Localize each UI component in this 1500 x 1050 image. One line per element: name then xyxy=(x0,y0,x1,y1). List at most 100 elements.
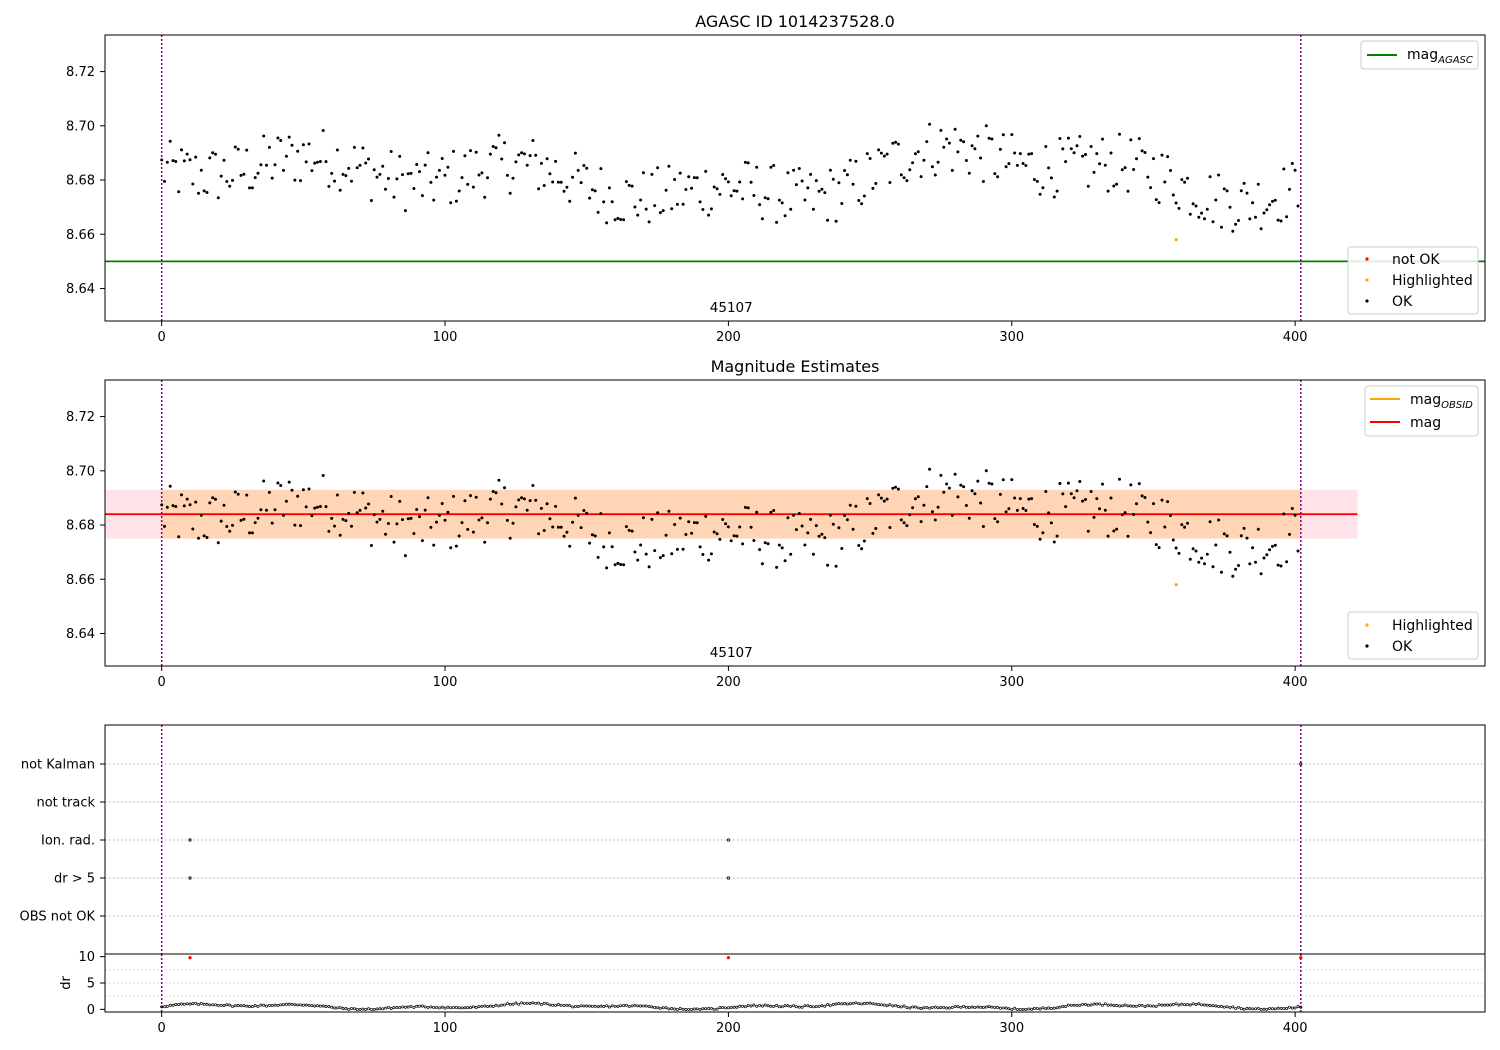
ok-point xyxy=(817,534,821,538)
dr-point xyxy=(970,1005,974,1009)
dr-point xyxy=(613,1004,617,1008)
dr-point xyxy=(905,1006,909,1010)
x-tick-label: 200 xyxy=(716,675,741,690)
ok-point xyxy=(211,151,215,155)
ok-point xyxy=(998,147,1002,151)
ok-point xyxy=(896,487,900,491)
ok-point xyxy=(1129,138,1133,142)
dr-point xyxy=(639,1004,643,1008)
ok-point xyxy=(1044,145,1048,148)
ok-point xyxy=(1169,514,1172,517)
panel4-dr-points xyxy=(160,956,1303,1011)
dr-point xyxy=(1061,1005,1065,1008)
y-tick-label: 8.72 xyxy=(66,410,95,425)
ok-point xyxy=(375,175,379,179)
ok-point xyxy=(721,518,725,521)
ok-point xyxy=(338,188,342,192)
dr-point xyxy=(936,1006,940,1010)
legend2-highlighted-label: Highlighted xyxy=(1392,618,1473,634)
dr-point xyxy=(794,1005,798,1009)
ok-point xyxy=(990,137,994,141)
ok-point xyxy=(811,552,815,556)
ok-point xyxy=(341,517,345,521)
ok-point xyxy=(1208,520,1212,524)
dr-point xyxy=(845,1002,849,1006)
ok-point xyxy=(741,197,745,201)
ok-point xyxy=(865,497,869,501)
dr-point xyxy=(854,1001,858,1005)
ok-point xyxy=(398,154,402,158)
dr-point xyxy=(284,1002,288,1006)
ok-point xyxy=(1180,523,1184,527)
ok-point xyxy=(735,534,739,538)
dr-point xyxy=(324,1005,328,1008)
dr-axis-label: dr xyxy=(59,976,74,990)
ok-point xyxy=(1157,546,1161,550)
ok-point xyxy=(868,502,872,505)
ok-point xyxy=(868,157,872,160)
y-tick-label: 8.70 xyxy=(66,464,95,479)
ok-point xyxy=(267,490,271,494)
ok-point xyxy=(675,202,679,206)
dr-point xyxy=(726,1006,730,1010)
dr-point xyxy=(542,1001,546,1005)
ok-point xyxy=(409,171,413,175)
dr-point xyxy=(1186,1003,1189,1007)
ok-point xyxy=(896,142,900,146)
ok-point xyxy=(780,201,784,205)
ok-point xyxy=(602,545,606,549)
dr-point xyxy=(335,1006,339,1010)
ok-point xyxy=(1183,525,1187,529)
ok-point xyxy=(276,481,280,485)
dr-point xyxy=(1126,1004,1130,1008)
ok-point xyxy=(939,473,943,477)
ok-point xyxy=(1137,137,1141,141)
ok-point xyxy=(1154,198,1158,202)
dr-point xyxy=(355,1007,359,1011)
ok-point xyxy=(1041,186,1045,190)
ok-point xyxy=(967,171,971,175)
ok-point xyxy=(165,505,169,509)
flag-point xyxy=(726,876,731,880)
dr-point xyxy=(772,1004,776,1008)
ok-point xyxy=(1290,162,1294,165)
ok-point xyxy=(477,173,481,177)
ok-point xyxy=(1205,552,1209,556)
ok-point xyxy=(338,533,342,537)
dr-point xyxy=(1214,1004,1218,1008)
ok-point xyxy=(922,503,926,507)
ok-point xyxy=(318,160,322,163)
dr-point xyxy=(1084,1003,1087,1006)
ok-point xyxy=(1126,189,1130,193)
dr-point xyxy=(508,1002,512,1006)
ok-point xyxy=(613,563,617,567)
ok-point xyxy=(803,198,807,202)
category-label: OBS not OK xyxy=(20,910,96,925)
panel4-obs-boundaries xyxy=(160,954,1302,1012)
dr-point xyxy=(1086,1003,1090,1007)
dr-point xyxy=(338,1005,342,1009)
ok-point xyxy=(695,521,699,525)
ok-point xyxy=(590,188,594,192)
ok-point xyxy=(1032,523,1036,526)
ok-point xyxy=(1072,151,1076,155)
ok-point xyxy=(792,168,796,172)
ok-point xyxy=(1078,480,1082,483)
ok-point xyxy=(854,159,858,163)
ok-point xyxy=(947,486,951,490)
ok-point xyxy=(1225,534,1229,538)
ok-point xyxy=(1169,169,1172,172)
ok-point xyxy=(1129,483,1133,487)
ok-point xyxy=(1064,505,1068,509)
ok-point xyxy=(588,196,592,200)
dr-point xyxy=(463,1006,467,1010)
dr-point xyxy=(545,1002,549,1006)
ok-point xyxy=(494,491,498,495)
ok-point xyxy=(814,524,818,528)
ok-point xyxy=(882,154,886,158)
ok-point xyxy=(641,171,645,175)
ok-point xyxy=(491,490,495,493)
dr-point xyxy=(1137,1003,1141,1007)
ok-point xyxy=(851,527,855,531)
